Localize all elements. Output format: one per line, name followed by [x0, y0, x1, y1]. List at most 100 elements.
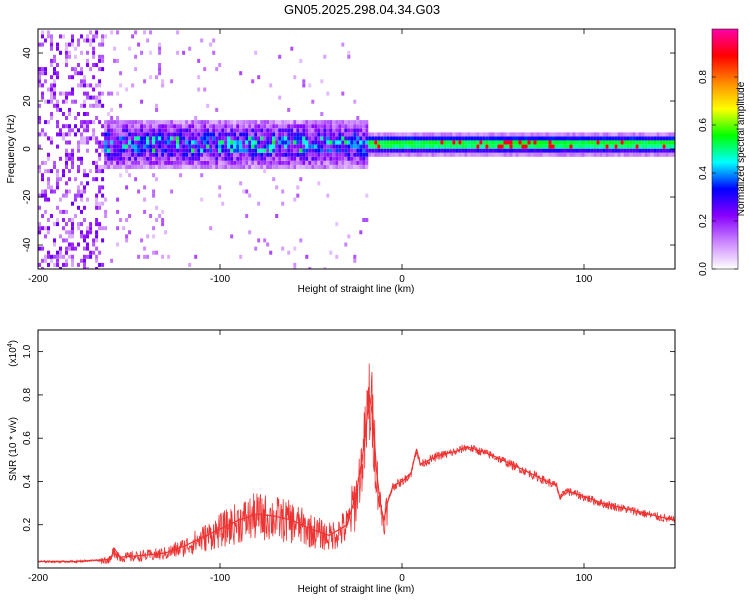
- heatmap-cell: [179, 156, 183, 161]
- heatmap-cell: [38, 132, 41, 137]
- heatmap-cell: [164, 230, 168, 235]
- heatmap-cell: [530, 144, 534, 149]
- heatmap-cell: [491, 152, 495, 157]
- heatmap-cell: [95, 63, 99, 67]
- heatmap-cell: [131, 140, 135, 145]
- heatmap-cell: [257, 132, 261, 137]
- heatmap-cell: [380, 140, 384, 145]
- heatmap-cell: [149, 152, 153, 157]
- heatmap-cell: [596, 144, 600, 149]
- heatmap-cell: [95, 30, 99, 35]
- heatmap-cell: [593, 144, 597, 149]
- heatmap-cell: [269, 250, 273, 255]
- heatmap-cell: [347, 54, 351, 59]
- heatmap-cell: [653, 132, 657, 137]
- heatmap-cell: [140, 136, 144, 141]
- heatmap-cell: [503, 148, 507, 153]
- heatmap-cell: [584, 144, 588, 149]
- heatmap-cell: [296, 165, 300, 169]
- heatmap-cell: [266, 128, 270, 133]
- heatmap-cell: [188, 165, 192, 169]
- heatmap-cell: [38, 230, 41, 235]
- heatmap-cell: [170, 160, 174, 165]
- heatmap-cell: [293, 160, 297, 165]
- heatmap-cell: [275, 152, 279, 157]
- heatmap-cell: [137, 140, 141, 145]
- line-y-multiplier: (x104): [7, 340, 19, 367]
- heatmap-cell: [239, 254, 243, 259]
- heatmap-cell: [284, 140, 288, 145]
- heatmap-cell: [68, 140, 71, 145]
- heatmap-cell: [161, 120, 165, 125]
- heatmap-cell: [158, 148, 162, 153]
- heatmap-cell: [398, 132, 402, 137]
- heatmap-cell: [293, 148, 297, 153]
- heatmap-cell: [539, 144, 543, 149]
- heatmap-cell: [158, 124, 162, 129]
- heatmap-cell: [62, 124, 65, 129]
- heatmap-cell: [95, 148, 99, 153]
- heatmap-cell: [266, 242, 270, 247]
- heatmap-cell: [503, 152, 507, 157]
- heatmap-cell: [83, 173, 86, 178]
- heatmap-cell: [533, 136, 537, 141]
- heatmap-cell: [173, 152, 177, 157]
- heatmap-cell: [296, 120, 300, 125]
- heatmap-cell: [41, 160, 44, 165]
- heatmap-cell: [299, 238, 303, 243]
- heatmap-cell: [98, 67, 102, 72]
- heatmap-cell: [332, 165, 336, 169]
- heatmap-cell: [566, 140, 570, 145]
- heatmap-cell: [41, 193, 44, 198]
- heatmap-cell: [653, 148, 657, 153]
- heatmap-cell: [584, 148, 588, 153]
- heatmap-cell: [221, 144, 225, 149]
- heatmap-cell: [470, 144, 474, 149]
- heatmap-cell: [83, 99, 86, 104]
- heatmap-cell: [182, 136, 186, 141]
- heatmap-cell: [515, 144, 519, 149]
- heatmap-cell: [305, 128, 309, 133]
- heatmap-cell: [266, 120, 270, 125]
- heatmap-cell: [215, 67, 219, 72]
- heatmap-cell: [290, 124, 294, 129]
- heatmap-cell: [116, 30, 120, 35]
- heatmap-cell: [110, 258, 114, 263]
- heatmap-cell: [251, 152, 255, 157]
- heatmap-y-tick-label: -20: [22, 189, 33, 204]
- heatmap-cell: [227, 136, 231, 141]
- heatmap-cell: [83, 218, 86, 222]
- heatmap-cell: [479, 148, 483, 153]
- heatmap-cell: [284, 132, 288, 137]
- heatmap-cell: [557, 140, 561, 145]
- heatmap-cell: [488, 136, 492, 141]
- heatmap-cell: [623, 148, 627, 153]
- heatmap-cell: [224, 120, 228, 125]
- heatmap-cell: [110, 132, 114, 137]
- heatmap-cell: [50, 63, 53, 67]
- heatmap-cell: [356, 152, 360, 157]
- heatmap-cell: [167, 132, 171, 137]
- heatmap-cell: [59, 128, 62, 133]
- heatmap-cell: [98, 120, 102, 125]
- heatmap-cell: [617, 140, 621, 145]
- heatmap-cell: [500, 140, 504, 145]
- heatmap-cell: [95, 160, 99, 165]
- heatmap-cell: [275, 140, 279, 145]
- heatmap-cell: [236, 136, 240, 141]
- heatmap-cell: [140, 152, 144, 157]
- heatmap-cell: [392, 148, 396, 153]
- heatmap-cell: [509, 136, 513, 141]
- heatmap-cell: [359, 160, 363, 165]
- heatmap-cell: [587, 152, 591, 157]
- heatmap-cell: [53, 103, 56, 108]
- heatmap-cell: [161, 79, 165, 84]
- heatmap-cell: [116, 144, 120, 149]
- heatmap-cell: [551, 148, 555, 153]
- heatmap-cell: [560, 144, 564, 149]
- heatmap-cell: [296, 152, 300, 157]
- heatmap-cell: [215, 144, 219, 149]
- heatmap-cell: [323, 148, 327, 153]
- heatmap-cell: [611, 140, 615, 145]
